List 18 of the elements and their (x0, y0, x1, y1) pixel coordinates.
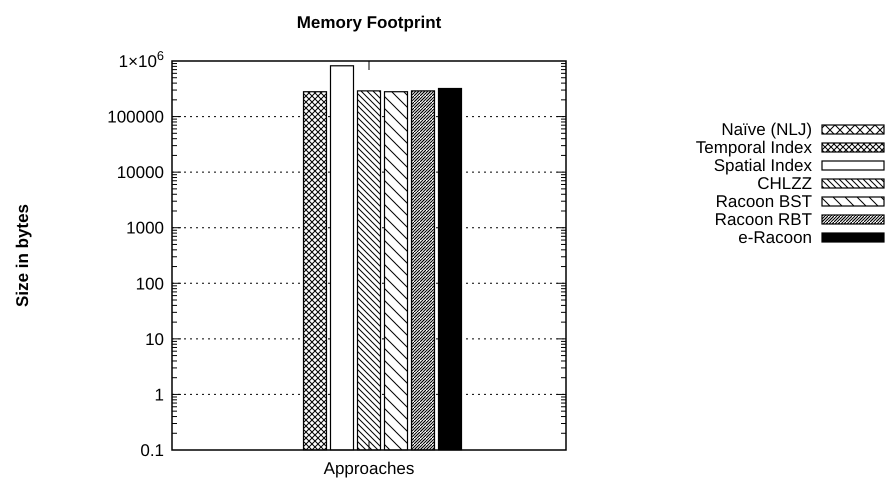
y-tick-label: 100 (136, 274, 164, 294)
y-tick-label: 10 (145, 330, 164, 349)
legend-label: Racoon RBT (714, 210, 812, 229)
legend-label: e-Racoon (738, 228, 812, 247)
legend-label: Naïve (NLJ) (721, 120, 812, 139)
legend-label: Racoon BST (716, 192, 812, 211)
y-tick-label: 100000 (107, 108, 164, 127)
y-tick-label: 1×10$^{6}$ (118, 48, 164, 71)
legend-label: Spatial Index (714, 156, 812, 175)
chart-title: Memory Footprint (296, 13, 442, 32)
y-tick-label: 0.1 (140, 441, 164, 460)
y-tick-label: 1000 (126, 218, 164, 238)
x-tick-label: Approaches (324, 459, 414, 478)
y-tick-label: 1 (154, 385, 164, 404)
y-tick-label: 10000 (116, 163, 164, 182)
y-axis-title: Size in bytes (13, 204, 32, 307)
legend-label: Temporal Index (696, 138, 812, 157)
legend-label: CHLZZ (757, 174, 812, 193)
